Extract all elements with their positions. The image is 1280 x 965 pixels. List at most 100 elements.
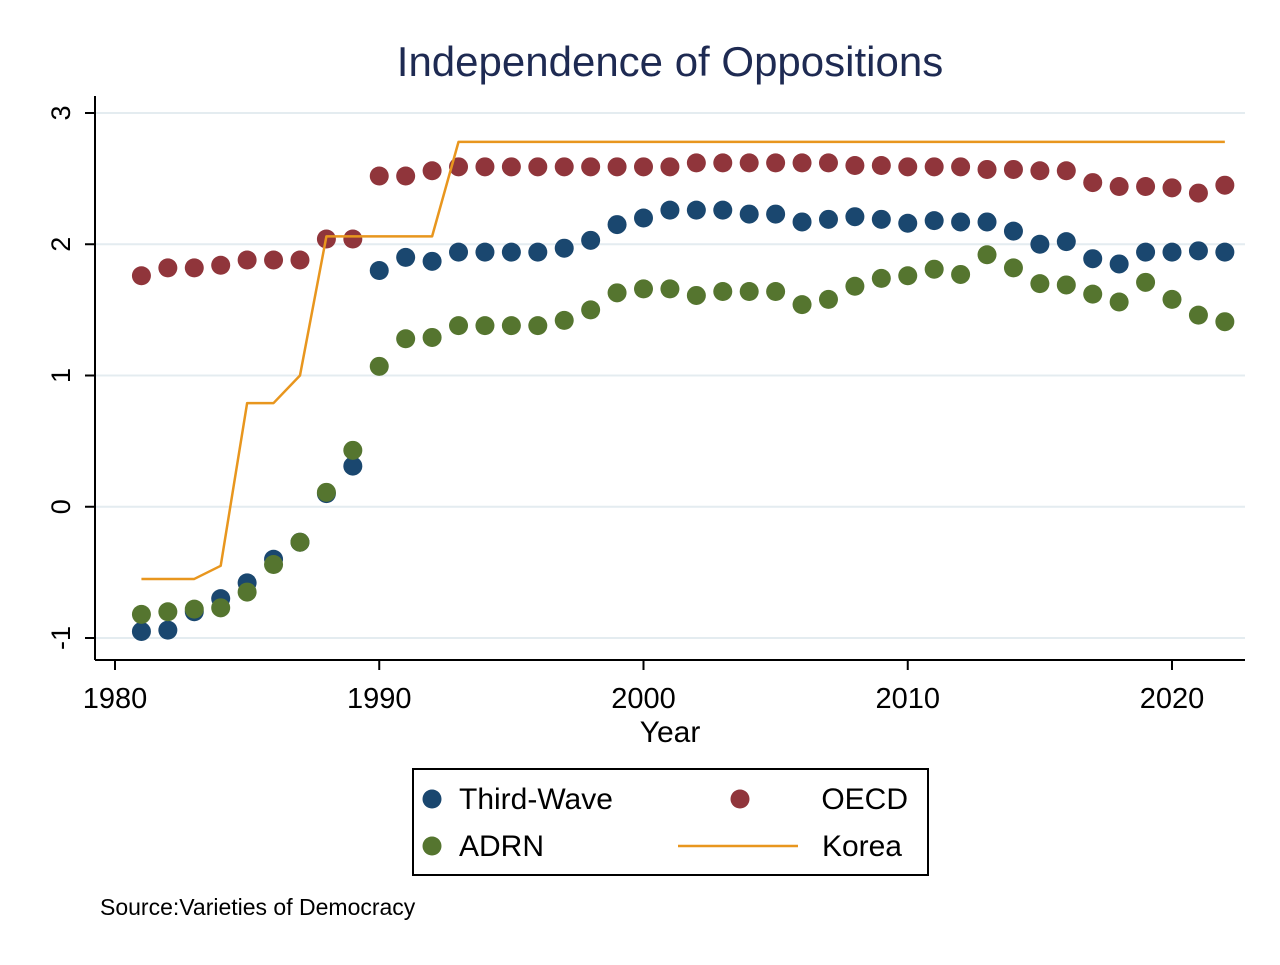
data-point <box>184 599 204 619</box>
data-point <box>501 157 521 177</box>
data-point <box>1188 305 1208 325</box>
data-point <box>1109 177 1129 196</box>
data-point <box>818 153 838 173</box>
data-point <box>686 153 706 173</box>
data-point <box>237 582 257 602</box>
data-point <box>739 204 759 224</box>
x-tick-label: 2020 <box>1140 683 1205 715</box>
series-adrn <box>131 245 1235 624</box>
x-tick-label: 1980 <box>83 683 148 715</box>
data-point <box>501 316 521 336</box>
data-point <box>581 230 601 250</box>
data-point <box>422 161 442 181</box>
data-point <box>766 282 786 301</box>
data-point <box>686 285 706 305</box>
data-point <box>554 157 574 177</box>
data-point <box>264 250 284 270</box>
data-point <box>1188 241 1208 261</box>
data-point <box>818 289 838 309</box>
data-point <box>766 153 786 173</box>
data-point <box>422 251 442 271</box>
data-point <box>131 621 151 641</box>
legend-marker <box>422 836 442 856</box>
data-point <box>739 282 759 301</box>
data-point <box>686 200 706 220</box>
data-point <box>1109 254 1129 274</box>
data-point <box>634 279 653 299</box>
data-point <box>131 604 151 624</box>
data-point <box>422 327 442 347</box>
data-point <box>1083 249 1103 269</box>
data-point <box>898 157 918 177</box>
data-point <box>211 598 231 618</box>
data-point <box>369 166 389 186</box>
data-point <box>158 620 178 640</box>
data-point <box>237 250 257 270</box>
data-point <box>739 153 759 173</box>
data-point <box>951 264 971 284</box>
data-point <box>1083 284 1103 304</box>
data-point <box>607 215 627 235</box>
legend-label: Korea <box>822 830 902 863</box>
data-point <box>1215 242 1235 262</box>
data-point <box>1136 177 1156 196</box>
chart-title: Independence of Oppositions <box>397 38 943 85</box>
data-point <box>343 456 363 476</box>
data-point <box>951 157 971 177</box>
data-point <box>211 255 231 275</box>
data-point <box>343 229 363 249</box>
data-point <box>818 209 838 229</box>
data-point <box>713 200 733 220</box>
data-point <box>528 242 548 262</box>
series-oecd <box>131 153 1235 286</box>
legend-marker <box>422 789 442 809</box>
data-point <box>290 532 310 552</box>
data-point <box>607 157 627 177</box>
series-layer <box>131 140 1235 641</box>
legend: Third-Wave OECD ADRN Korea <box>412 768 929 876</box>
data-point <box>713 153 733 173</box>
data-point <box>845 156 865 175</box>
data-point <box>845 207 865 227</box>
y-tick-label: 2 <box>46 237 76 252</box>
data-point <box>528 316 548 336</box>
x-tick-label: 2000 <box>611 683 676 715</box>
data-point <box>449 316 469 336</box>
data-point <box>607 283 627 303</box>
data-point <box>554 238 574 258</box>
data-point <box>898 213 918 233</box>
legend-marker <box>730 789 750 809</box>
data-point <box>449 242 469 262</box>
data-point <box>1215 312 1235 332</box>
data-point <box>343 440 363 460</box>
data-point <box>1188 183 1208 203</box>
data-point <box>369 261 389 280</box>
data-point <box>1030 234 1050 254</box>
data-point <box>264 555 284 574</box>
y-tick-label: -1 <box>46 626 76 650</box>
data-point <box>871 156 891 175</box>
data-point <box>792 153 812 173</box>
data-point <box>475 316 495 336</box>
data-point <box>1056 232 1076 252</box>
data-point <box>1109 292 1129 312</box>
data-point <box>924 259 944 279</box>
data-point <box>184 258 204 278</box>
legend-label: ADRN <box>459 830 544 863</box>
series-line-korea <box>141 140 1225 581</box>
legend-label: OECD <box>821 783 908 816</box>
data-point <box>792 212 812 232</box>
data-point <box>660 279 680 299</box>
data-point <box>1003 221 1023 241</box>
data-point <box>977 212 997 232</box>
data-point <box>316 482 336 502</box>
x-tick-label: 2010 <box>875 683 940 715</box>
source-note: Source:Varieties of Democracy <box>100 894 416 920</box>
data-point <box>660 200 680 220</box>
data-point <box>660 157 680 177</box>
data-point <box>871 268 891 288</box>
y-tick-label: 0 <box>46 499 76 514</box>
data-point <box>528 157 548 177</box>
